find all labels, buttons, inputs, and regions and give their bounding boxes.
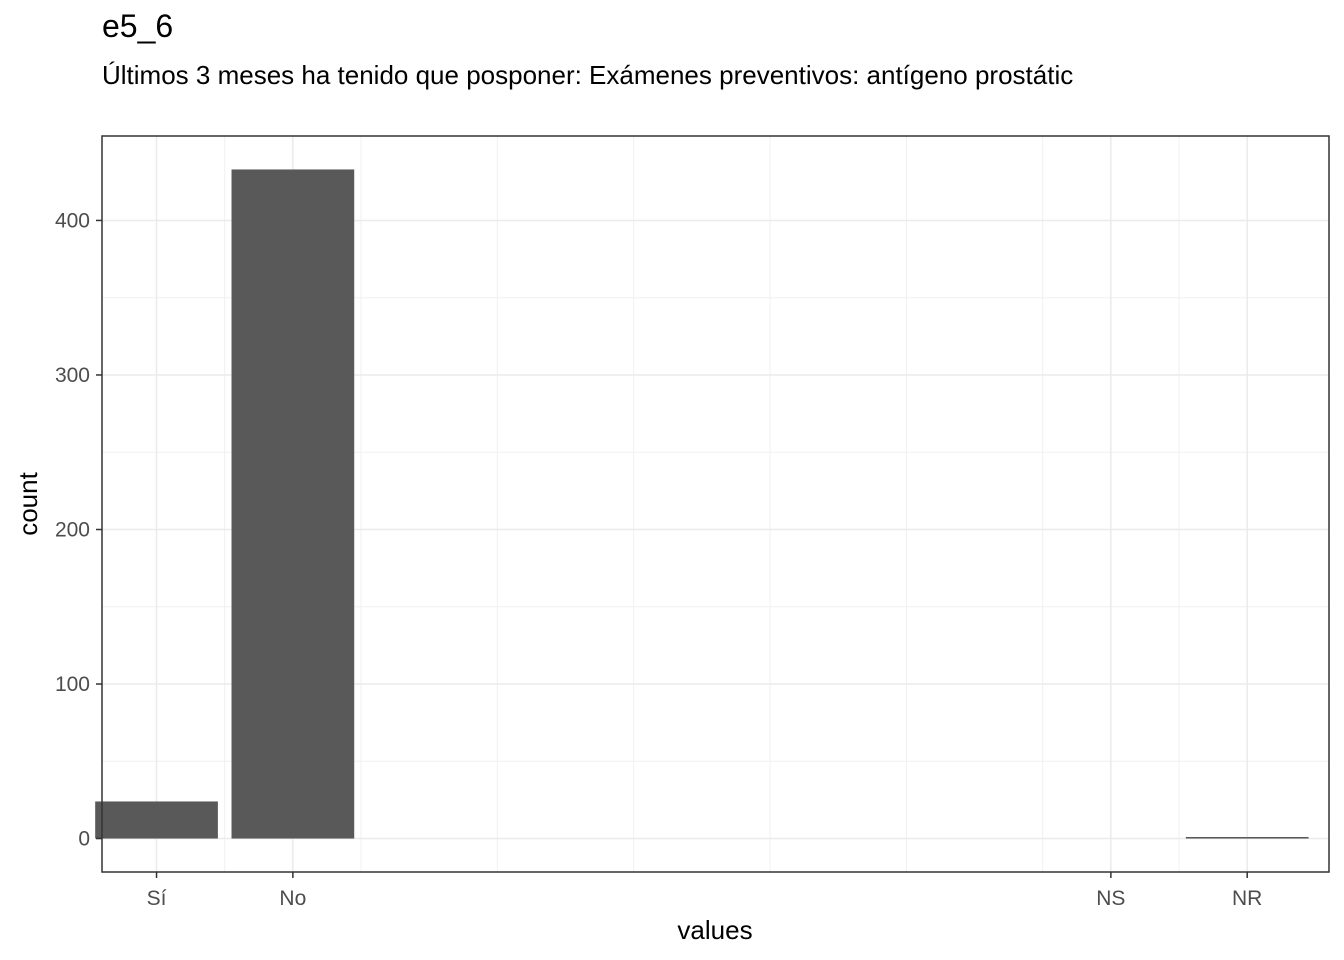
y-tick-label: 300 [55, 364, 90, 387]
y-axis: 0 100 200 300 400 [55, 209, 102, 851]
plot-border [101, 135, 1330, 873]
bar [231, 169, 355, 839]
y-axis-title: count [13, 471, 43, 535]
x-axis: Sí No NS NR [147, 872, 1262, 910]
x-tick-label: Sí [147, 887, 167, 910]
y-tick-label: 100 [55, 673, 90, 696]
bars [95, 169, 1309, 839]
x-axis-title: values [677, 915, 752, 945]
y-tick-label: 200 [55, 518, 90, 541]
chart-subtitle: Últimos 3 meses ha tenido que posponer: … [102, 60, 1074, 90]
x-tick-label: NR [1232, 887, 1262, 910]
x-tick-label: No [279, 887, 306, 910]
chart-title: e5_6 [102, 8, 174, 44]
x-tick-label: NS [1096, 887, 1125, 910]
y-tick-label: 0 [78, 828, 90, 851]
y-tick-label: 400 [55, 209, 90, 232]
bar [1185, 837, 1309, 839]
bar [95, 801, 218, 839]
